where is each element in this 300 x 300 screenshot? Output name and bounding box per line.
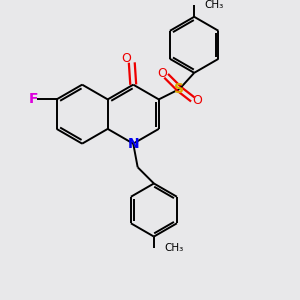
Text: N: N [128,136,139,151]
Text: CH₃: CH₃ [205,0,224,10]
Text: O: O [157,67,167,80]
Text: O: O [122,52,131,65]
Text: S: S [174,82,184,96]
Text: F: F [28,92,38,106]
Text: CH₃: CH₃ [164,243,184,254]
Text: O: O [192,94,202,107]
